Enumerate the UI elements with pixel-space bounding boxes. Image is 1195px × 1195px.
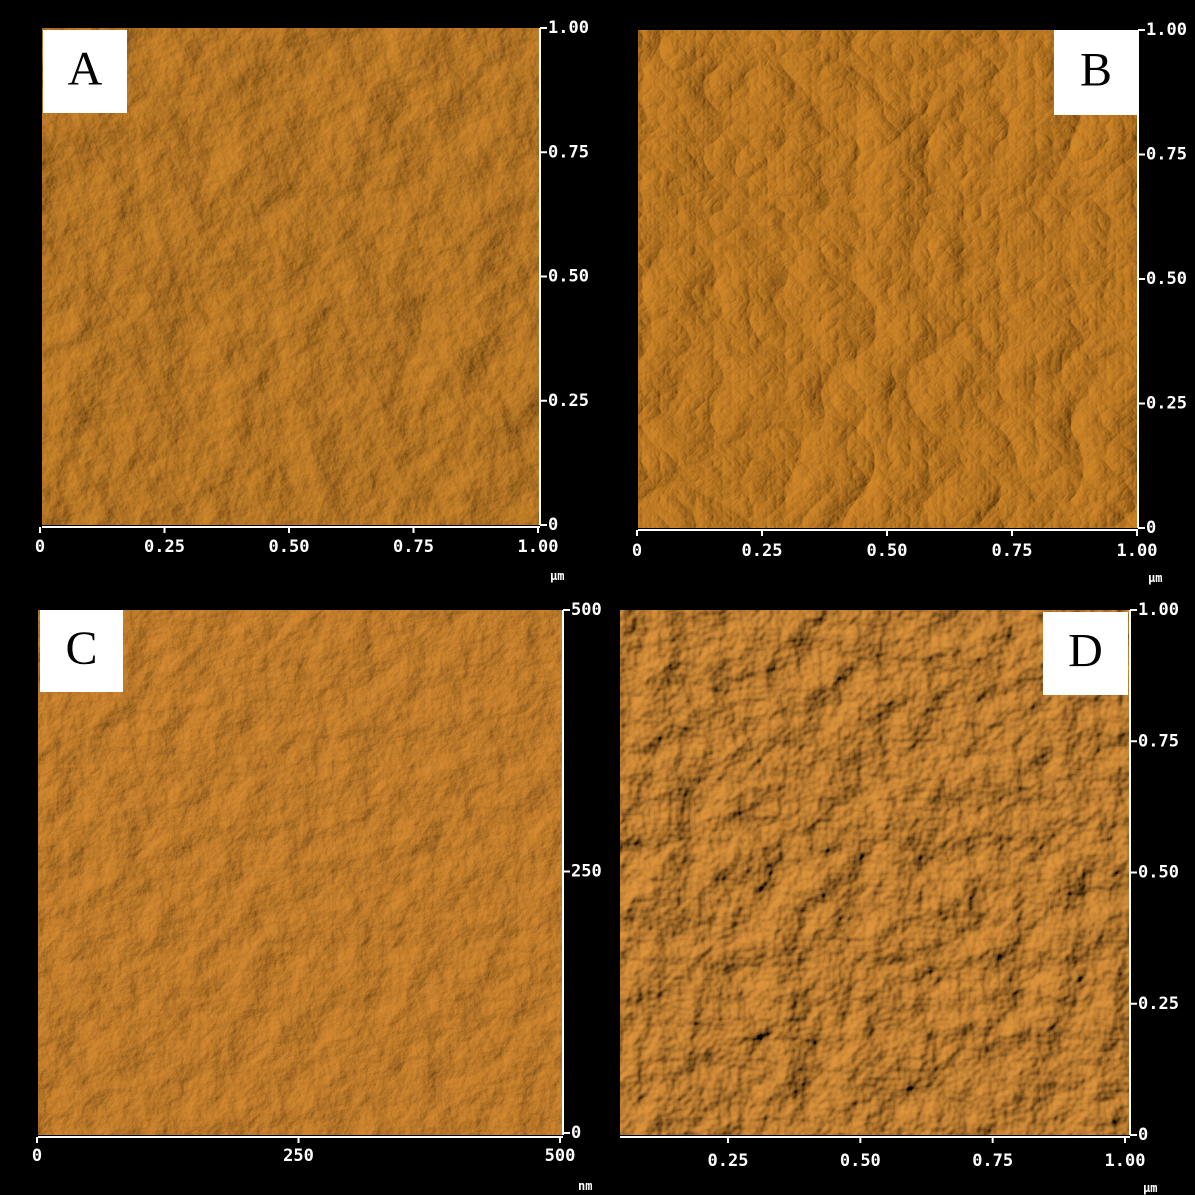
x-tick-label: 0.50 <box>269 537 310 557</box>
x-tick-label: 0.75 <box>992 541 1033 561</box>
x-tick-label: 0.75 <box>393 537 434 557</box>
y-tick-label: 500 <box>571 600 602 620</box>
y-tick-label: 0 <box>548 515 558 535</box>
y-tick-label: 1.00 <box>548 18 589 38</box>
x-tick-label: 250 <box>283 1146 314 1166</box>
panel-label: B <box>1080 44 1112 97</box>
y-tick-label: 0 <box>1138 1125 1148 1145</box>
panel-label: A <box>68 43 103 96</box>
y-tick-label: 1.00 <box>1146 20 1187 40</box>
y-tick-label: 0.75 <box>1138 731 1179 751</box>
axis-unit: μm <box>550 569 564 583</box>
x-tick-label: 1.00 <box>1105 1151 1146 1171</box>
y-tick-label: 0.25 <box>548 391 589 411</box>
axis-unit: μm <box>1143 1181 1157 1195</box>
figure: 00.250.500.751.0000.250.500.751.00μmA00.… <box>0 0 1195 1195</box>
panel-label: D <box>1068 625 1103 678</box>
x-tick-label: 0.75 <box>972 1151 1013 1171</box>
x-tick-label: 500 <box>545 1146 576 1166</box>
y-tick-label: 1.00 <box>1138 600 1179 620</box>
y-tick-label: 0.50 <box>548 267 589 287</box>
y-tick-label: 0.75 <box>1146 145 1187 165</box>
y-tick-label: 0.50 <box>1146 269 1187 289</box>
axis-unit: nm <box>578 1179 592 1193</box>
y-tick-label: 0.75 <box>548 142 589 162</box>
y-tick-label: 0.25 <box>1146 394 1187 414</box>
x-tick-label: 0.25 <box>708 1151 749 1171</box>
x-tick-label: 0 <box>32 1146 42 1166</box>
y-tick-label: 250 <box>571 862 602 882</box>
axis-unit: μm <box>1148 571 1162 585</box>
y-tick-label: 0.50 <box>1138 863 1179 883</box>
y-tick-label: 0 <box>571 1123 581 1143</box>
x-tick-label: 0.25 <box>742 541 783 561</box>
y-tick-label: 0.25 <box>1138 994 1179 1014</box>
x-tick-label: 0.50 <box>840 1151 881 1171</box>
x-tick-label: 1.00 <box>518 537 559 557</box>
x-tick-label: 0 <box>632 541 642 561</box>
x-tick-label: 1.00 <box>1117 541 1158 561</box>
x-tick-label: 0.25 <box>144 537 185 557</box>
y-tick-label: 0 <box>1146 518 1156 538</box>
x-tick-label: 0 <box>35 537 45 557</box>
x-tick-label: 0.50 <box>867 541 908 561</box>
panel-label: C <box>65 622 97 675</box>
